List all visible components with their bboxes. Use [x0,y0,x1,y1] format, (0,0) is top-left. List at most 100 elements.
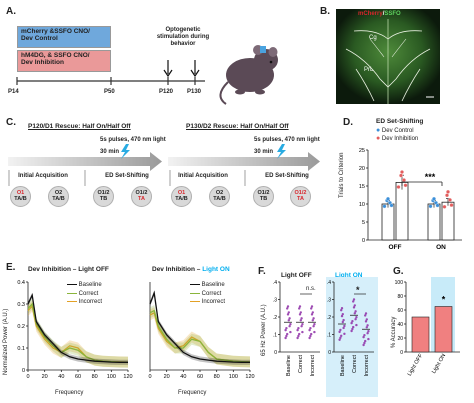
panel-e-title-2a: Dev Inhibition – [152,266,203,273]
panel-e-title-1: Dev Inhibition – Light OFF [28,266,109,273]
f-point [340,307,344,310]
e-ytick-label: 0 [22,368,25,374]
trial-odor: O1/2 [135,190,148,196]
arrow-p120-head [163,69,173,78]
f-point [285,334,288,338]
trial-circle-5: O1 TA/B [171,186,192,207]
g-ytick-label: 40 [397,322,403,328]
panel-e-legend-1: Baseline Correct Incorrect [67,281,102,307]
legend-incorrect: Incorrect [67,298,102,307]
trial-texture: TA/B [175,195,188,202]
trial-circle-6: O2 TA/B [209,186,230,207]
e-xtick-label: 100 [107,374,116,380]
d-ytick-label: 20 [359,166,365,172]
f-xtick-label: Baseline [340,355,346,376]
light-bolt-1 [121,144,130,159]
f-point [366,324,369,327]
f-point [296,336,299,340]
panel-e-title-2b: Light ON [202,266,230,273]
histology-svg [336,9,440,104]
f-ytick-label: .2 [327,315,331,321]
e-xtick-label: 60 [197,374,203,380]
f-point [352,306,356,309]
e-xtick-label: 40 [180,374,186,380]
trial-texture: TA [138,195,145,202]
panel-e-title-2: Dev Inhibition – Light ON [152,266,230,273]
d-point [396,185,401,189]
f-light-on-bg [326,277,378,397]
f-point [309,334,312,338]
trial-texture: TA/B [52,195,65,202]
arrow-p130-head [190,69,200,78]
legend-text-inhibition: Dev Inhibition [381,136,419,142]
f-point [310,307,313,310]
f-ytick-label: 0 [328,350,331,356]
f-point [284,328,287,332]
region-cg: Cg [369,35,377,41]
f-point [353,304,356,307]
f-point [301,330,304,334]
f-point [363,333,366,337]
f-point [367,330,370,333]
d-point [449,203,454,208]
g-bar [434,306,453,353]
mouse-illustration [219,45,278,105]
e-xtick-label: 20 [42,374,48,380]
panel-e-xlabel-1: Frequency [55,390,84,396]
trial-odor: O1/2 [97,190,110,196]
f-point [364,339,367,343]
trial-circle-3: O1/2 TB [93,186,114,207]
legend-dev-inhibition: ● Dev Inhibition [376,135,418,143]
f-point [342,326,345,330]
f-ytick-label: .1 [327,333,331,339]
f-point [366,331,369,335]
f-xtick-label: Correct [352,355,358,374]
f-point [342,318,345,322]
d-xtick-label: OFF [389,244,402,251]
dev-inhibition-line2: Dev Inhibition [21,59,64,67]
f-point [301,323,304,326]
f-point [288,324,291,328]
f-point [289,323,292,326]
mcherry-label: mCherry [358,11,383,17]
f-xtick-label: Incorrect [310,355,316,377]
f-point [351,319,354,323]
e-xtick-label: 80 [214,374,220,380]
f-point [289,330,292,334]
dev-inhibition-box: hM4DG, & SSFO CNO/ Dev Inhibition [17,50,111,72]
f-point [298,332,301,336]
f-point [353,312,356,315]
f-point [286,313,290,316]
f-ytick-label: .1 [273,333,277,339]
trial-odor: O1 [177,190,186,196]
f-point [338,330,341,334]
legend-incorrect: Incorrect [190,298,225,307]
f-point [350,321,353,325]
e-series-line [149,309,251,363]
timepoint-p14: P14 [8,89,19,95]
f-point [352,325,355,329]
f-ytick-label: .4 [327,280,331,286]
panel-g-label: G. [393,266,404,277]
trial-texture: TB [99,195,108,202]
g-sig-label: * [442,295,446,305]
panel-e-legend-2: Baseline Correct Incorrect [190,281,225,307]
e-error-band [150,307,250,368]
e-xtick-label: 120 [123,374,132,380]
f-point [310,305,314,308]
e-error-band [150,305,250,368]
trial-texture: TA/B [14,195,27,202]
dev-control-line2: Dev Control [21,35,58,43]
f-point [296,328,299,332]
d-ytick-label: 0 [362,238,365,244]
dev-control-line1: mCherry &SSFO CNO/ [21,28,90,35]
note-line3: behavior [170,40,196,47]
g-bar [411,316,430,353]
e-xtick-label: 0 [148,374,151,380]
f-ytick-label: 0 [274,350,277,356]
